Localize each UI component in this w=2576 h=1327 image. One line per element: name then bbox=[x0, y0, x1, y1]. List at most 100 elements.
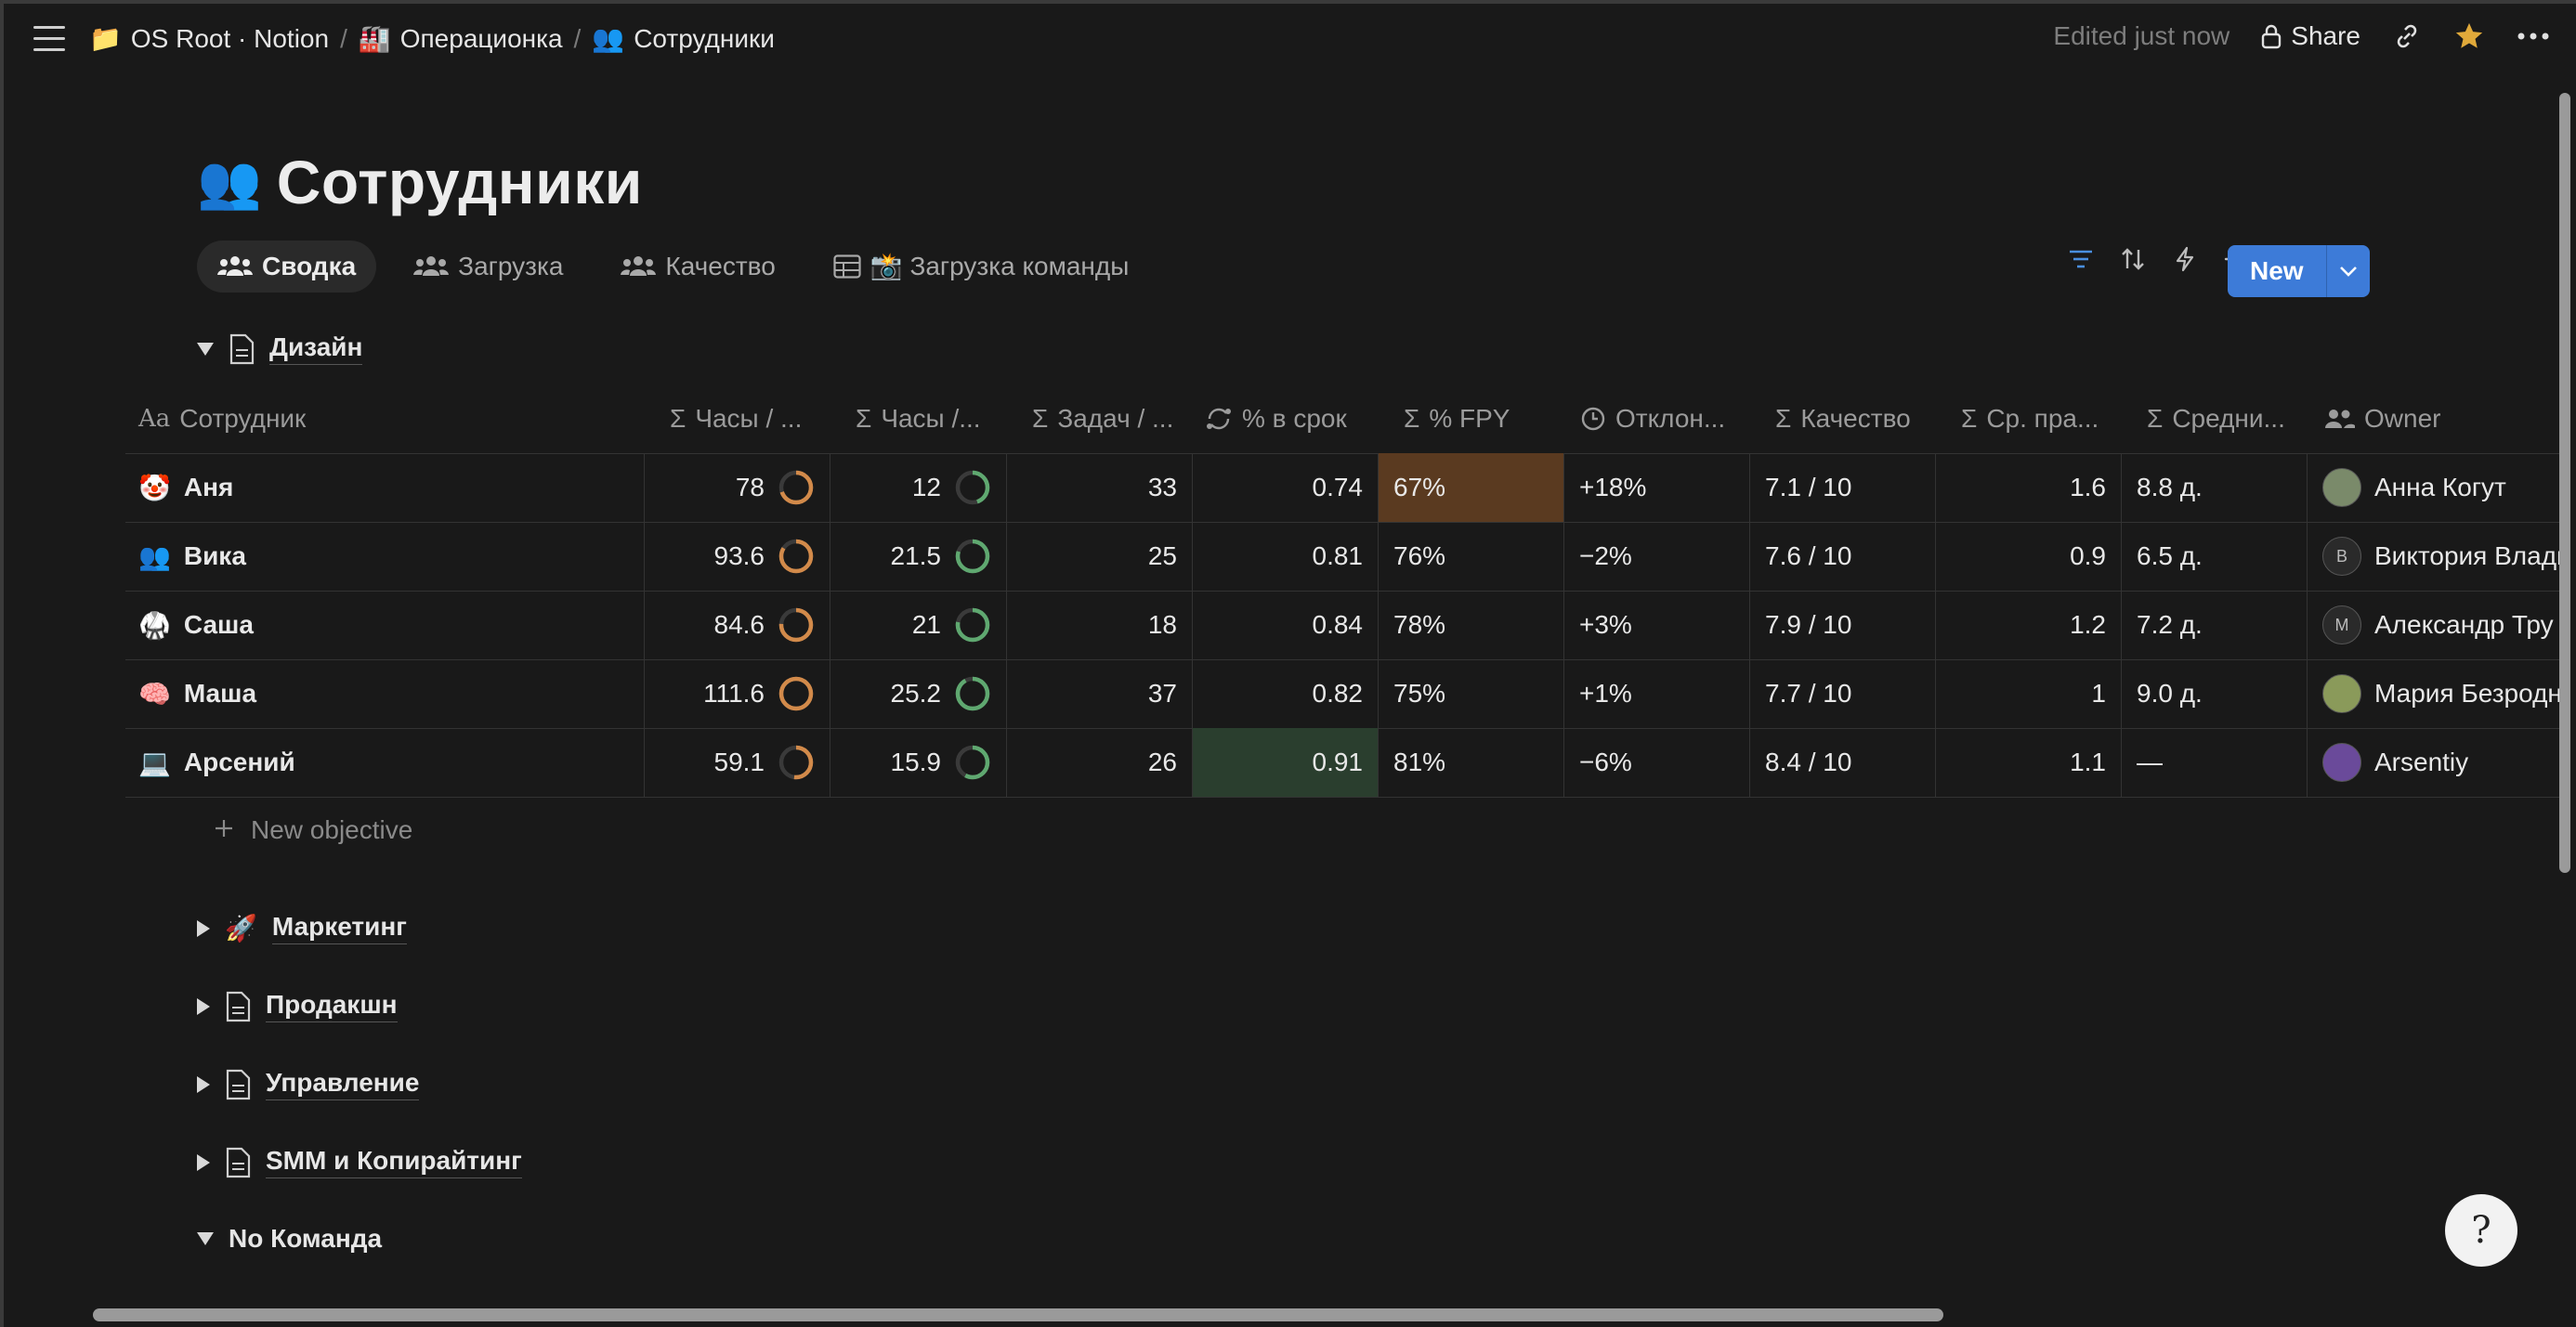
toggle-closed-icon[interactable] bbox=[197, 919, 210, 937]
cell-dev[interactable]: +1% bbox=[1563, 659, 1749, 728]
tab-quality[interactable]: Качество bbox=[600, 241, 795, 293]
cell-hours1[interactable]: 93.6 bbox=[644, 522, 830, 591]
new-objective-button[interactable]: New objective bbox=[214, 815, 412, 845]
cell-fpy[interactable]: 67% bbox=[1378, 453, 1563, 522]
cell-employee[interactable]: 🥋 Саша bbox=[125, 591, 644, 659]
table-row[interactable]: 🧠 Маша 111.6 25.2 37 0.82 75% +1% 7.7 / 10 1 9.0 д… bbox=[125, 659, 2559, 729]
cell-owner[interactable]: M Александр Тру bbox=[2307, 591, 2559, 659]
menu-icon[interactable] bbox=[33, 26, 65, 54]
cell-quality[interactable]: 7.9 / 10 bbox=[1749, 591, 1935, 659]
vertical-scroll-thumb[interactable] bbox=[2559, 93, 2570, 873]
group-smm-header[interactable]: SMM и Копирайтинг bbox=[197, 1146, 522, 1178]
breadcrumb-item-operations[interactable]: 🏭 Операционка bbox=[359, 23, 563, 54]
cell-hours1[interactable]: 78 bbox=[644, 453, 830, 522]
toggle-closed-icon[interactable] bbox=[197, 997, 210, 1015]
cell-tasks[interactable]: 18 bbox=[1006, 591, 1192, 659]
cell-quality[interactable]: 7.1 / 10 bbox=[1749, 453, 1935, 522]
cell-avg-edits[interactable]: 1.1 bbox=[1935, 728, 2121, 797]
cell-employee[interactable]: 🧠 Маша bbox=[125, 659, 644, 728]
link-icon[interactable] bbox=[2392, 21, 2422, 51]
tab-team-load[interactable]: 📸 Загрузка команды bbox=[813, 240, 1150, 293]
cell-tasks[interactable]: 25 bbox=[1006, 522, 1192, 591]
page-title[interactable]: Сотрудники bbox=[276, 148, 643, 216]
column-header-tasks[interactable]: Σ Задач / ... bbox=[1006, 384, 1192, 453]
cell-fpy[interactable]: 81% bbox=[1378, 728, 1563, 797]
column-header-hours-2[interactable]: Σ Часы /... bbox=[830, 384, 1006, 453]
cell-tasks[interactable]: 33 bbox=[1006, 453, 1192, 522]
cell-owner[interactable]: Мария Безродн bbox=[2307, 659, 2559, 728]
column-header-employee[interactable]: Aa Сотрудник bbox=[125, 384, 644, 453]
toggle-closed-icon[interactable] bbox=[197, 1153, 210, 1171]
cell-avg-days[interactable]: 7.2 д. bbox=[2121, 591, 2307, 659]
column-header-owner[interactable]: Owner bbox=[2307, 384, 2559, 453]
cell-quality[interactable]: 7.7 / 10 bbox=[1749, 659, 1935, 728]
group-no-team-header[interactable]: No Команда bbox=[197, 1224, 382, 1254]
toggle-open-icon[interactable] bbox=[197, 1232, 214, 1245]
help-assistant-button[interactable]: ? bbox=[2445, 1194, 2517, 1267]
cell-hours1[interactable]: 84.6 bbox=[644, 591, 830, 659]
column-header-deviation[interactable]: Отклон... bbox=[1563, 384, 1749, 453]
cell-fpy[interactable]: 75% bbox=[1378, 659, 1563, 728]
cell-avg-days[interactable]: 6.5 д. bbox=[2121, 522, 2307, 591]
cell-tasks[interactable]: 37 bbox=[1006, 659, 1192, 728]
cell-owner[interactable]: Анна Когут bbox=[2307, 453, 2559, 522]
cell-hours2[interactable]: 12 bbox=[830, 453, 1006, 522]
cell-avg-edits[interactable]: 1 bbox=[1935, 659, 2121, 728]
filter-icon[interactable] bbox=[2067, 245, 2095, 273]
group-production-header[interactable]: Продакшн bbox=[197, 990, 398, 1022]
cell-on-time[interactable]: 0.91 bbox=[1192, 728, 1378, 797]
cell-fpy[interactable]: 78% bbox=[1378, 591, 1563, 659]
breadcrumb-item-root[interactable]: 📁 OS Root · Notion bbox=[89, 23, 329, 54]
table-row[interactable]: 🥋 Саша 84.6 21 18 0.84 78% +3% 7.9 / 10 1.2 7.2 д.… bbox=[125, 591, 2559, 660]
cell-dev[interactable]: +18% bbox=[1563, 453, 1749, 522]
cell-tasks[interactable]: 26 bbox=[1006, 728, 1192, 797]
breadcrumb-item-employees[interactable]: 👥 Сотрудники bbox=[592, 23, 775, 54]
cell-on-time[interactable]: 0.81 bbox=[1192, 522, 1378, 591]
cell-avg-edits[interactable]: 0.9 bbox=[1935, 522, 2121, 591]
chevron-down-icon[interactable] bbox=[2325, 245, 2370, 297]
new-button[interactable]: New bbox=[2228, 245, 2370, 297]
cell-hours1[interactable]: 111.6 bbox=[644, 659, 830, 728]
cell-quality[interactable]: 7.6 / 10 bbox=[1749, 522, 1935, 591]
automation-icon[interactable] bbox=[2171, 245, 2199, 273]
cell-dev[interactable]: −6% bbox=[1563, 728, 1749, 797]
people-icon[interactable]: 👥 bbox=[197, 152, 262, 213]
column-header-quality[interactable]: Σ Качество bbox=[1749, 384, 1935, 453]
sort-icon[interactable] bbox=[2119, 245, 2147, 273]
cell-dev[interactable]: −2% bbox=[1563, 522, 1749, 591]
share-button[interactable]: Share bbox=[2261, 21, 2360, 51]
group-design-header[interactable]: Дизайн bbox=[197, 332, 363, 365]
cell-employee[interactable]: 👥 Вика bbox=[125, 522, 644, 591]
cell-hours2[interactable]: 21.5 bbox=[830, 522, 1006, 591]
star-icon[interactable] bbox=[2453, 20, 2485, 52]
cell-employee[interactable]: 💻 Арсений bbox=[125, 728, 644, 797]
cell-employee[interactable]: 🤡 Аня bbox=[125, 453, 644, 522]
column-header-hours-1[interactable]: Σ Часы / ... bbox=[644, 384, 830, 453]
more-icon[interactable] bbox=[2517, 32, 2550, 41]
tab-summary[interactable]: Сводка bbox=[197, 240, 377, 293]
cell-avg-edits[interactable]: 1.6 bbox=[1935, 453, 2121, 522]
table-row[interactable]: 👥 Вика 93.6 21.5 25 0.81 76% −2% 7.6 / 10 0.9 6.5 … bbox=[125, 522, 2559, 592]
group-management-header[interactable]: Управление bbox=[197, 1068, 420, 1100]
column-header-fpy[interactable]: Σ % FPY bbox=[1378, 384, 1563, 453]
cell-fpy[interactable]: 76% bbox=[1378, 522, 1563, 591]
cell-hours2[interactable]: 15.9 bbox=[830, 728, 1006, 797]
column-header-avg-edits[interactable]: Σ Ср. пра... bbox=[1935, 384, 2121, 453]
column-header-on-time[interactable]: % в срок bbox=[1192, 384, 1378, 453]
cell-avg-days[interactable]: 9.0 д. bbox=[2121, 659, 2307, 728]
toggle-closed-icon[interactable] bbox=[197, 1075, 210, 1093]
cell-quality[interactable]: 8.4 / 10 bbox=[1749, 728, 1935, 797]
tab-load[interactable]: Загрузка bbox=[393, 241, 583, 293]
group-marketing-header[interactable]: 🚀 Маркетинг bbox=[197, 912, 407, 944]
toggle-open-icon[interactable] bbox=[197, 342, 214, 356]
horizontal-scrollbar[interactable] bbox=[0, 1299, 2576, 1327]
cell-avg-edits[interactable]: 1.2 bbox=[1935, 591, 2121, 659]
cell-hours1[interactable]: 59.1 bbox=[644, 728, 830, 797]
column-header-avg-days[interactable]: Σ Средни... bbox=[2121, 384, 2307, 453]
cell-on-time[interactable]: 0.84 bbox=[1192, 591, 1378, 659]
cell-owner[interactable]: В Виктория Влади bbox=[2307, 522, 2559, 591]
table-row[interactable]: 🤡 Аня 78 12 33 0.74 67% +18% 7.1 / 10 1.6 8.8 д. Ан… bbox=[125, 453, 2559, 523]
cell-dev[interactable]: +3% bbox=[1563, 591, 1749, 659]
vertical-scrollbar[interactable] bbox=[2552, 82, 2576, 1289]
cell-avg-days[interactable]: 8.8 д. bbox=[2121, 453, 2307, 522]
